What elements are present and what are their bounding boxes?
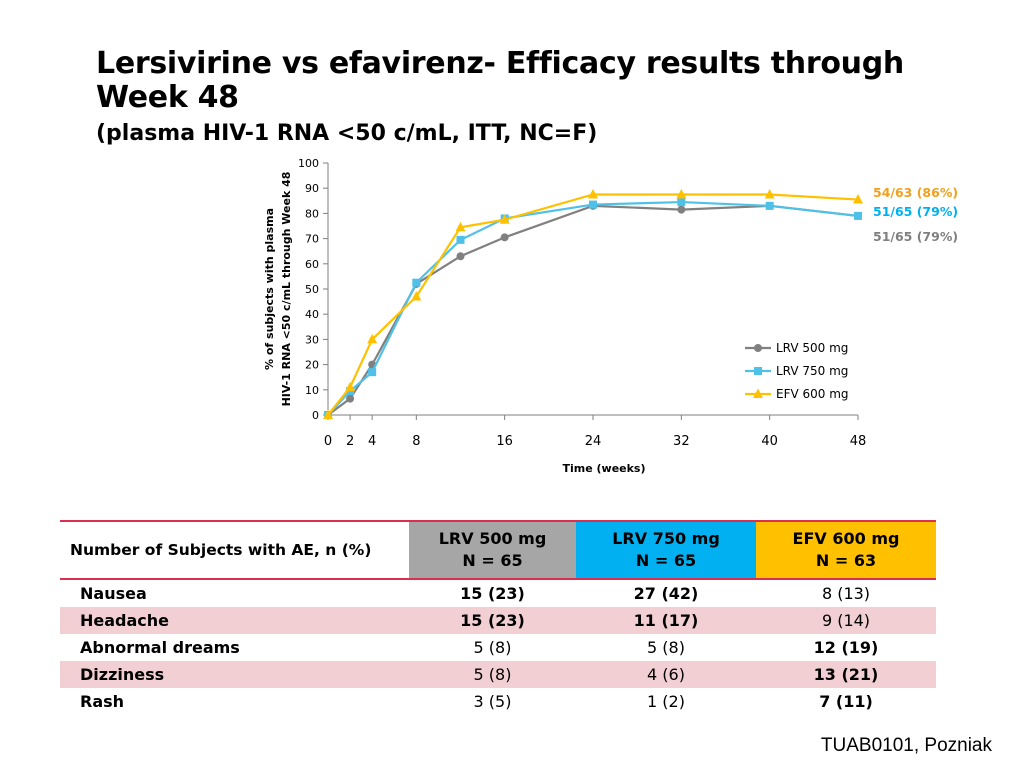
legend-marker — [754, 344, 762, 352]
data-point — [589, 200, 597, 209]
table-row: Abnormal dreams 5 (8) 5 (8) 12 (19) — [60, 634, 936, 661]
legend-label: EFV 600 mg — [776, 387, 849, 401]
x-tick-label: 40 — [761, 434, 778, 449]
y-axis-title-line1: % of subjects with plasma — [263, 208, 276, 370]
table-cell: 15 (23) — [409, 607, 576, 634]
column-name: LRV 500 mg — [438, 529, 547, 548]
table-cell: 8 (13) — [821, 584, 871, 603]
table-cell: 9 (14) — [756, 607, 936, 634]
x-tick-label: 48 — [850, 434, 867, 449]
legend-label: LRV 750 mg — [776, 364, 848, 378]
y-tick-label: 20 — [305, 359, 319, 372]
table-row: Headache 15 (23) 11 (17) 9 (14) — [60, 607, 936, 634]
column-n: N = 63 — [815, 551, 877, 570]
table-header-label: Number of Subjects with AE, n (%) — [60, 521, 409, 579]
row-label: Abnormal dreams — [80, 638, 240, 657]
data-point — [456, 252, 465, 261]
series-end-label: 51/65 (79%) — [873, 229, 958, 244]
y-axis-title-line2: HIV-1 RNA <50 c/mL through Week 48 — [280, 172, 293, 407]
table-row: Rash 3 (5) 1 (2) 7 (11) — [60, 688, 936, 715]
series-line — [327, 204, 859, 416]
adverse-events-table: Number of Subjects with AE, n (%) LRV 50… — [60, 520, 936, 715]
table-cell: 7 (11) — [819, 692, 873, 711]
y-tick-label: 60 — [305, 258, 319, 271]
y-tick-label: 0 — [312, 409, 319, 422]
data-point — [588, 189, 598, 199]
data-point — [367, 333, 378, 344]
y-tick-label: 80 — [305, 207, 319, 220]
x-tick-label: 8 — [412, 434, 420, 449]
data-point — [765, 201, 774, 210]
x-tick-label: 2 — [346, 434, 354, 449]
row-label: Rash — [80, 692, 125, 711]
column-name: EFV 600 mg — [792, 529, 900, 548]
legend-marker — [753, 388, 763, 398]
data-point — [764, 189, 775, 199]
table-row: Dizziness 5 (8) 4 (6) 13 (21) — [60, 661, 936, 688]
y-tick-label: 70 — [305, 233, 319, 246]
legend-label: LRV 500 mg — [776, 341, 848, 355]
table-cell: 5 (8) — [647, 638, 685, 657]
data-point — [853, 194, 863, 204]
data-point — [346, 394, 355, 403]
y-tick-label: 50 — [305, 283, 319, 296]
slide-title-line2: Week 48 — [96, 80, 239, 115]
data-point — [499, 214, 510, 224]
slide-title-line1: Lersivirine vs efavirenz- Efficacy resul… — [96, 46, 904, 81]
table-header-efv600: EFV 600 mg N = 63 — [756, 521, 936, 579]
series-end-label: 54/63 (86%) — [873, 185, 958, 200]
data-point — [676, 189, 687, 199]
table-cell: 5 (8) — [409, 661, 576, 688]
table-header-lrv500: LRV 500 mg N = 65 — [409, 521, 576, 579]
data-point — [677, 198, 686, 207]
table-cell: 1 (2) — [647, 692, 685, 711]
data-point — [500, 233, 509, 242]
x-tick-label: 4 — [368, 434, 376, 449]
x-axis-title: Time (weeks) — [562, 462, 645, 475]
data-point — [456, 235, 465, 244]
data-point — [323, 409, 333, 419]
data-point — [368, 368, 377, 377]
x-tick-label: 32 — [673, 434, 690, 449]
column-n: N = 65 — [462, 551, 523, 570]
x-tick-label: 24 — [585, 434, 602, 449]
slide-subtitle: (plasma HIV-1 RNA <50 c/mL, ITT, NC=F) — [96, 121, 598, 146]
data-point — [677, 205, 686, 214]
table-header-row: Number of Subjects with AE, n (%) LRV 50… — [60, 521, 936, 579]
data-point — [412, 278, 421, 287]
y-tick-label: 90 — [305, 182, 319, 195]
table-cell: 12 (19) — [813, 638, 879, 657]
x-tick-label: 0 — [324, 434, 332, 449]
data-point — [455, 221, 466, 232]
series-line — [327, 200, 859, 416]
row-label: Nausea — [80, 584, 147, 603]
table-cell: 3 (5) — [473, 692, 512, 711]
table-cell: 5 (8) — [473, 638, 512, 657]
table-cell: 15 (23) — [460, 584, 525, 603]
y-tick-label: 10 — [305, 384, 319, 397]
table-cell: 4 (6) — [576, 661, 756, 688]
data-point — [854, 211, 862, 220]
y-tick-label: 100 — [298, 157, 319, 170]
table-cell: 11 (17) — [576, 607, 756, 634]
slide-title: Lersivirine vs efavirenz- Efficacy resul… — [96, 47, 904, 115]
x-tick-label: 16 — [496, 434, 513, 449]
table-header-lrv750: LRV 750 mg N = 65 — [576, 521, 756, 579]
table-row: Nausea 15 (23) 27 (42) 8 (13) — [60, 579, 936, 607]
legend-marker — [754, 367, 762, 375]
row-label: Dizziness — [60, 661, 409, 688]
y-tick-label: 30 — [305, 333, 319, 346]
row-label: Headache — [60, 607, 409, 634]
footer-citation: TUAB0101, Pozniak — [820, 735, 992, 756]
table-cell: 13 (21) — [756, 661, 936, 688]
data-point — [411, 291, 422, 301]
column-n: N = 65 — [635, 551, 697, 570]
data-point — [345, 381, 356, 392]
table-cell: 27 (42) — [633, 584, 699, 603]
y-tick-label: 40 — [305, 308, 319, 321]
column-name: LRV 750 mg — [612, 529, 720, 548]
series-line — [327, 193, 859, 416]
series-end-label: 51/65 (79%) — [873, 204, 958, 219]
